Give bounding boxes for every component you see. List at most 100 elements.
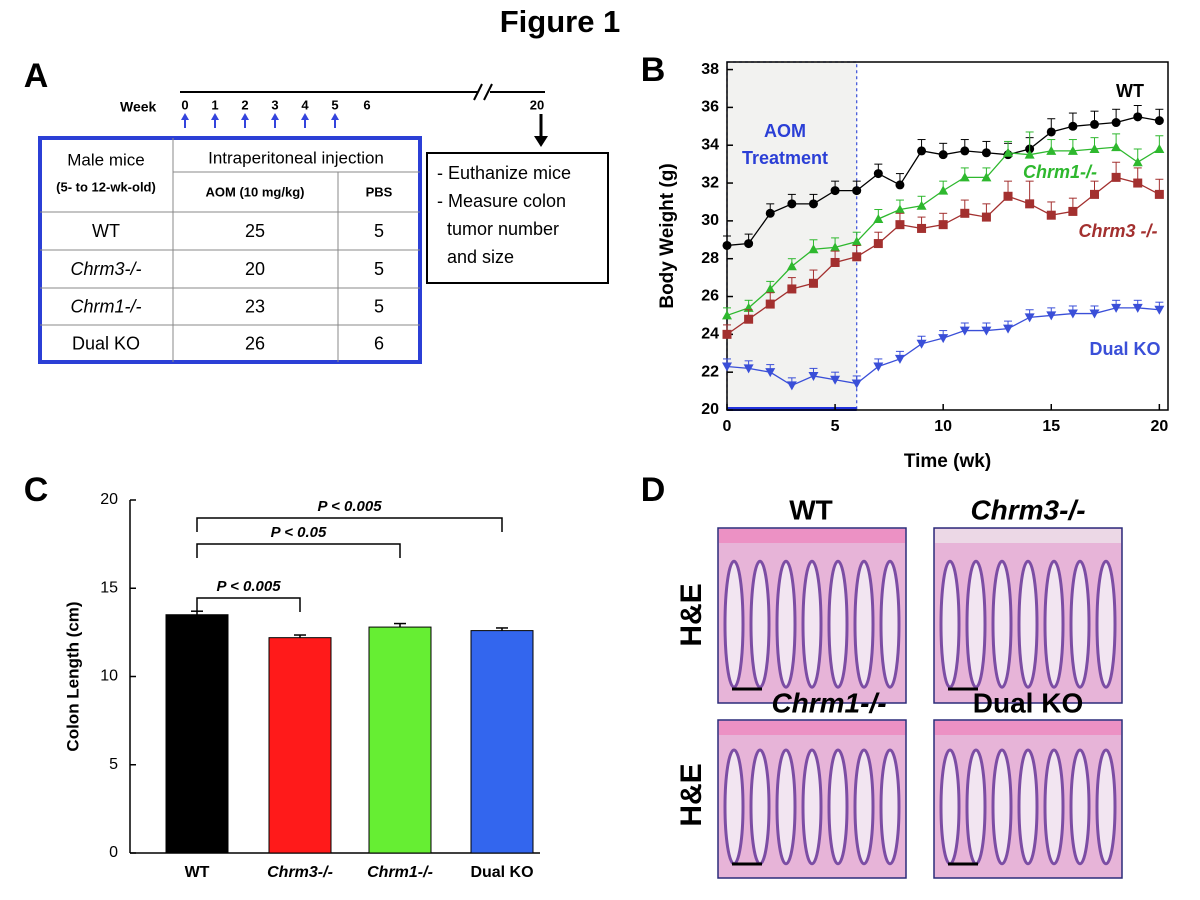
y-tick-label: 36 — [701, 99, 719, 116]
marker — [1132, 303, 1143, 313]
marker — [1067, 145, 1078, 155]
marker — [786, 381, 797, 391]
x-tick-label: 10 — [934, 418, 952, 435]
arrow-head — [211, 113, 219, 120]
crypt — [879, 559, 901, 689]
significance-bracket — [196, 597, 301, 612]
week-tick-label: 2 — [241, 97, 248, 112]
table-header: AOM (10 mg/kg) — [206, 184, 305, 199]
significance-label: P < 0.005 — [317, 498, 382, 515]
crypt — [723, 559, 745, 689]
y-tick-label: 28 — [701, 250, 719, 267]
marker — [894, 204, 905, 214]
marker — [808, 244, 819, 254]
marker — [938, 334, 949, 344]
series-label: Chrm3 -/- — [1078, 221, 1157, 241]
bar — [268, 637, 332, 854]
histology-surface — [719, 529, 905, 543]
marker — [851, 236, 862, 246]
week-tick-label: 3 — [271, 97, 278, 112]
table-header: Male mice — [67, 150, 144, 169]
x-tick-label: Chrm3-/- — [267, 864, 333, 881]
bar — [470, 630, 534, 854]
x-tick-label: Dual KO — [470, 864, 533, 881]
table-cell: 20 — [245, 259, 265, 279]
bar — [368, 626, 432, 854]
table-cell: 25 — [245, 221, 265, 241]
x-tick-label: 5 — [831, 418, 840, 435]
crypt — [1069, 748, 1091, 866]
marker — [808, 371, 819, 381]
week-label: Week — [120, 99, 157, 115]
histology-surface — [935, 529, 1121, 543]
crypt — [939, 559, 961, 689]
marker — [1046, 127, 1056, 137]
marker — [917, 146, 927, 156]
crypt — [749, 748, 771, 866]
marker — [1090, 189, 1099, 199]
marker — [852, 252, 862, 262]
marker — [960, 146, 970, 156]
marker — [808, 199, 818, 209]
y-tick-label: 5 — [109, 756, 118, 773]
series-label: WT — [1116, 81, 1144, 101]
figure-title: Figure 1 — [500, 4, 621, 39]
marker — [1133, 112, 1143, 122]
marker — [722, 329, 732, 339]
marker — [1111, 118, 1121, 128]
significance-bracket — [196, 543, 401, 558]
marker — [743, 364, 754, 374]
y-tick-label: 34 — [701, 136, 719, 153]
crypt — [1043, 748, 1065, 866]
arrow-head — [181, 113, 189, 120]
bar — [165, 614, 229, 854]
marker — [787, 284, 797, 294]
stain-label: H&E — [675, 583, 708, 646]
x-tick-label: 20 — [1150, 418, 1168, 435]
marker — [1111, 303, 1122, 313]
crypt — [801, 559, 823, 689]
crypt — [939, 748, 961, 866]
crypt — [1017, 748, 1039, 866]
note-line: and size — [437, 247, 514, 267]
crypt — [853, 559, 875, 689]
table-cell: Chrm1-/- — [71, 296, 142, 316]
marker — [873, 239, 883, 249]
marker — [744, 314, 754, 324]
y-tick-label: 30 — [701, 212, 719, 229]
treatment-region — [726, 61, 858, 411]
crypt — [1043, 559, 1065, 689]
x-tick-label: WT — [185, 864, 210, 881]
y-tick-label: 10 — [100, 668, 118, 685]
week-tick-label: 5 — [331, 97, 338, 112]
marker — [765, 283, 776, 293]
marker — [830, 242, 841, 252]
image-label: Dual KO — [973, 687, 1083, 718]
series-label: Chrm1-/- — [1023, 162, 1097, 182]
stain-label: H&E — [675, 763, 708, 826]
table-cell: 6 — [374, 333, 384, 353]
x-tick-label: Chrm1-/- — [367, 864, 433, 881]
marker — [1003, 147, 1014, 157]
marker — [873, 169, 883, 179]
crypt — [965, 559, 987, 689]
y-tick-label: 32 — [701, 174, 719, 191]
marker — [830, 375, 841, 385]
table-cell: Chrm3-/- — [71, 259, 142, 279]
note-line: tumor number — [437, 219, 559, 239]
marker — [787, 199, 797, 209]
marker — [959, 172, 970, 182]
crypt — [749, 559, 771, 689]
annotation: AOM — [764, 121, 806, 141]
significance-label: P < 0.005 — [216, 578, 281, 595]
crypt — [827, 559, 849, 689]
y-tick-label: 26 — [701, 288, 719, 305]
marker — [1133, 178, 1143, 188]
marker — [1154, 305, 1165, 315]
marker — [916, 339, 927, 349]
week-tick-label: 4 — [301, 97, 309, 112]
marker — [873, 213, 884, 223]
marker — [1089, 144, 1100, 153]
week-tick-label: 1 — [211, 97, 218, 112]
